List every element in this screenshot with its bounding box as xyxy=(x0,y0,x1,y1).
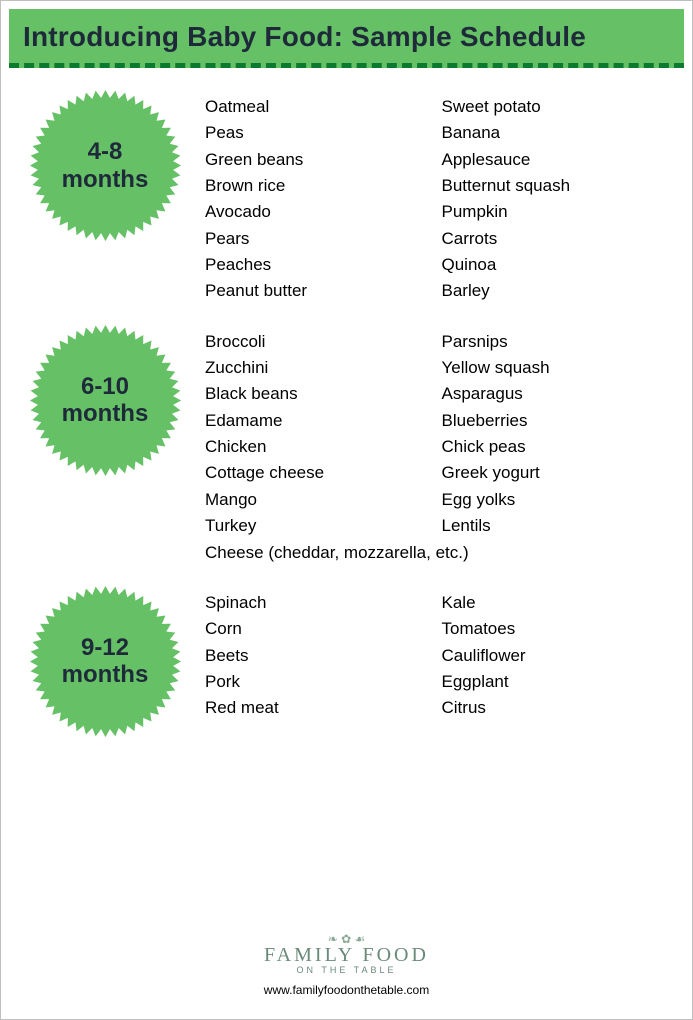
foods-list: BroccoliZucchiniBlack beansEdamameChicke… xyxy=(195,323,678,566)
food-item: Avocado xyxy=(205,199,442,225)
food-item: Green beans xyxy=(205,147,442,173)
food-item: Oatmeal xyxy=(205,94,442,120)
age-badge-wrap: 9-12months xyxy=(15,584,195,739)
food-item: Peas xyxy=(205,120,442,146)
food-item: Quinoa xyxy=(442,252,679,278)
food-item: Black beans xyxy=(205,381,442,407)
food-item: Carrots xyxy=(442,226,679,252)
food-item: Pork xyxy=(205,669,442,695)
foods-list: SpinachCornBeetsPorkRed meatKaleTomatoes… xyxy=(195,584,678,722)
food-item: Parsnips xyxy=(442,329,679,355)
logo-sub-text: ON THE TABLE xyxy=(1,965,692,975)
foods-column: SpinachCornBeetsPorkRed meat xyxy=(205,590,442,722)
foods-columns: OatmealPeasGreen beansBrown riceAvocadoP… xyxy=(205,94,678,305)
food-item: Citrus xyxy=(442,695,679,721)
title-bar: Introducing Baby Food: Sample Schedule xyxy=(9,9,684,68)
age-badge: 4-8months xyxy=(28,88,183,243)
food-item: Broccoli xyxy=(205,329,442,355)
food-item: Eggplant xyxy=(442,669,679,695)
food-item-wide: Cheese (cheddar, mozzarella, etc.) xyxy=(205,540,678,566)
age-badge-label: 4-8months xyxy=(62,138,149,193)
age-unit: months xyxy=(62,400,149,428)
foods-column: BroccoliZucchiniBlack beansEdamameChicke… xyxy=(205,329,442,540)
sections-container: 4-8monthsOatmealPeasGreen beansBrown ric… xyxy=(1,88,692,739)
food-item: Blueberries xyxy=(442,408,679,434)
food-item: Turkey xyxy=(205,513,442,539)
age-badge-wrap: 4-8months xyxy=(15,88,195,243)
age-badge: 9-12months xyxy=(28,584,183,739)
food-item: Banana xyxy=(442,120,679,146)
schedule-section: 9-12monthsSpinachCornBeetsPorkRed meatKa… xyxy=(15,584,678,739)
schedule-section: 4-8months OatmealPeasGreen beansBrown ric… xyxy=(15,88,678,305)
food-item: Peanut butter xyxy=(205,278,442,304)
food-item: Kale xyxy=(442,590,679,616)
age-range: 4-8 xyxy=(62,138,149,166)
age-badge-label: 6-10months xyxy=(62,373,149,428)
food-item: Chick peas xyxy=(442,434,679,460)
schedule-section: 6-10months BroccoliZucchiniBlack beansEda… xyxy=(15,323,678,566)
food-item: Mango xyxy=(205,487,442,513)
food-item: Beets xyxy=(205,643,442,669)
foods-column: OatmealPeasGreen beansBrown riceAvocadoP… xyxy=(205,94,442,305)
food-item: Pears xyxy=(205,226,442,252)
food-item: Yellow squash xyxy=(442,355,679,381)
age-range: 9-12 xyxy=(62,634,149,662)
food-item: Tomatoes xyxy=(442,616,679,642)
foods-columns: BroccoliZucchiniBlack beansEdamameChicke… xyxy=(205,329,678,540)
food-item: Zucchini xyxy=(205,355,442,381)
page-title: Introducing Baby Food: Sample Schedule xyxy=(23,21,670,53)
age-unit: months xyxy=(62,166,149,194)
food-item: Edamame xyxy=(205,408,442,434)
age-badge-label: 9-12months xyxy=(62,634,149,689)
food-item: Brown rice xyxy=(205,173,442,199)
food-item: Peaches xyxy=(205,252,442,278)
site-url: www.familyfoodonthetable.com xyxy=(1,983,692,997)
age-badge: 6-10months xyxy=(28,323,183,478)
food-item: Cottage cheese xyxy=(205,460,442,486)
food-item: Applesauce xyxy=(442,147,679,173)
foods-column: Sweet potatoBananaApplesauceButternut sq… xyxy=(442,94,679,305)
foods-list: OatmealPeasGreen beansBrown riceAvocadoP… xyxy=(195,88,678,305)
food-item: Cauliflower xyxy=(442,643,679,669)
foods-column: ParsnipsYellow squashAsparagusBlueberrie… xyxy=(442,329,679,540)
logo-main-text: FAMILY FOOD xyxy=(1,944,692,967)
foods-columns: SpinachCornBeetsPorkRed meatKaleTomatoes… xyxy=(205,590,678,722)
food-item: Egg yolks xyxy=(442,487,679,513)
food-item: Greek yogurt xyxy=(442,460,679,486)
food-item: Asparagus xyxy=(442,381,679,407)
age-badge-wrap: 6-10months xyxy=(15,323,195,478)
food-item: Sweet potato xyxy=(442,94,679,120)
age-unit: months xyxy=(62,661,149,689)
foods-column: KaleTomatoesCauliflowerEggplantCitrus xyxy=(442,590,679,722)
food-item: Chicken xyxy=(205,434,442,460)
footer: ❧ ✿ ☙ FAMILY FOOD ON THE TABLE www.famil… xyxy=(1,932,692,997)
food-item: Butternut squash xyxy=(442,173,679,199)
age-range: 6-10 xyxy=(62,373,149,401)
food-item: Barley xyxy=(442,278,679,304)
food-item: Corn xyxy=(205,616,442,642)
food-item: Lentils xyxy=(442,513,679,539)
food-item: Spinach xyxy=(205,590,442,616)
food-item: Red meat xyxy=(205,695,442,721)
food-item: Pumpkin xyxy=(442,199,679,225)
